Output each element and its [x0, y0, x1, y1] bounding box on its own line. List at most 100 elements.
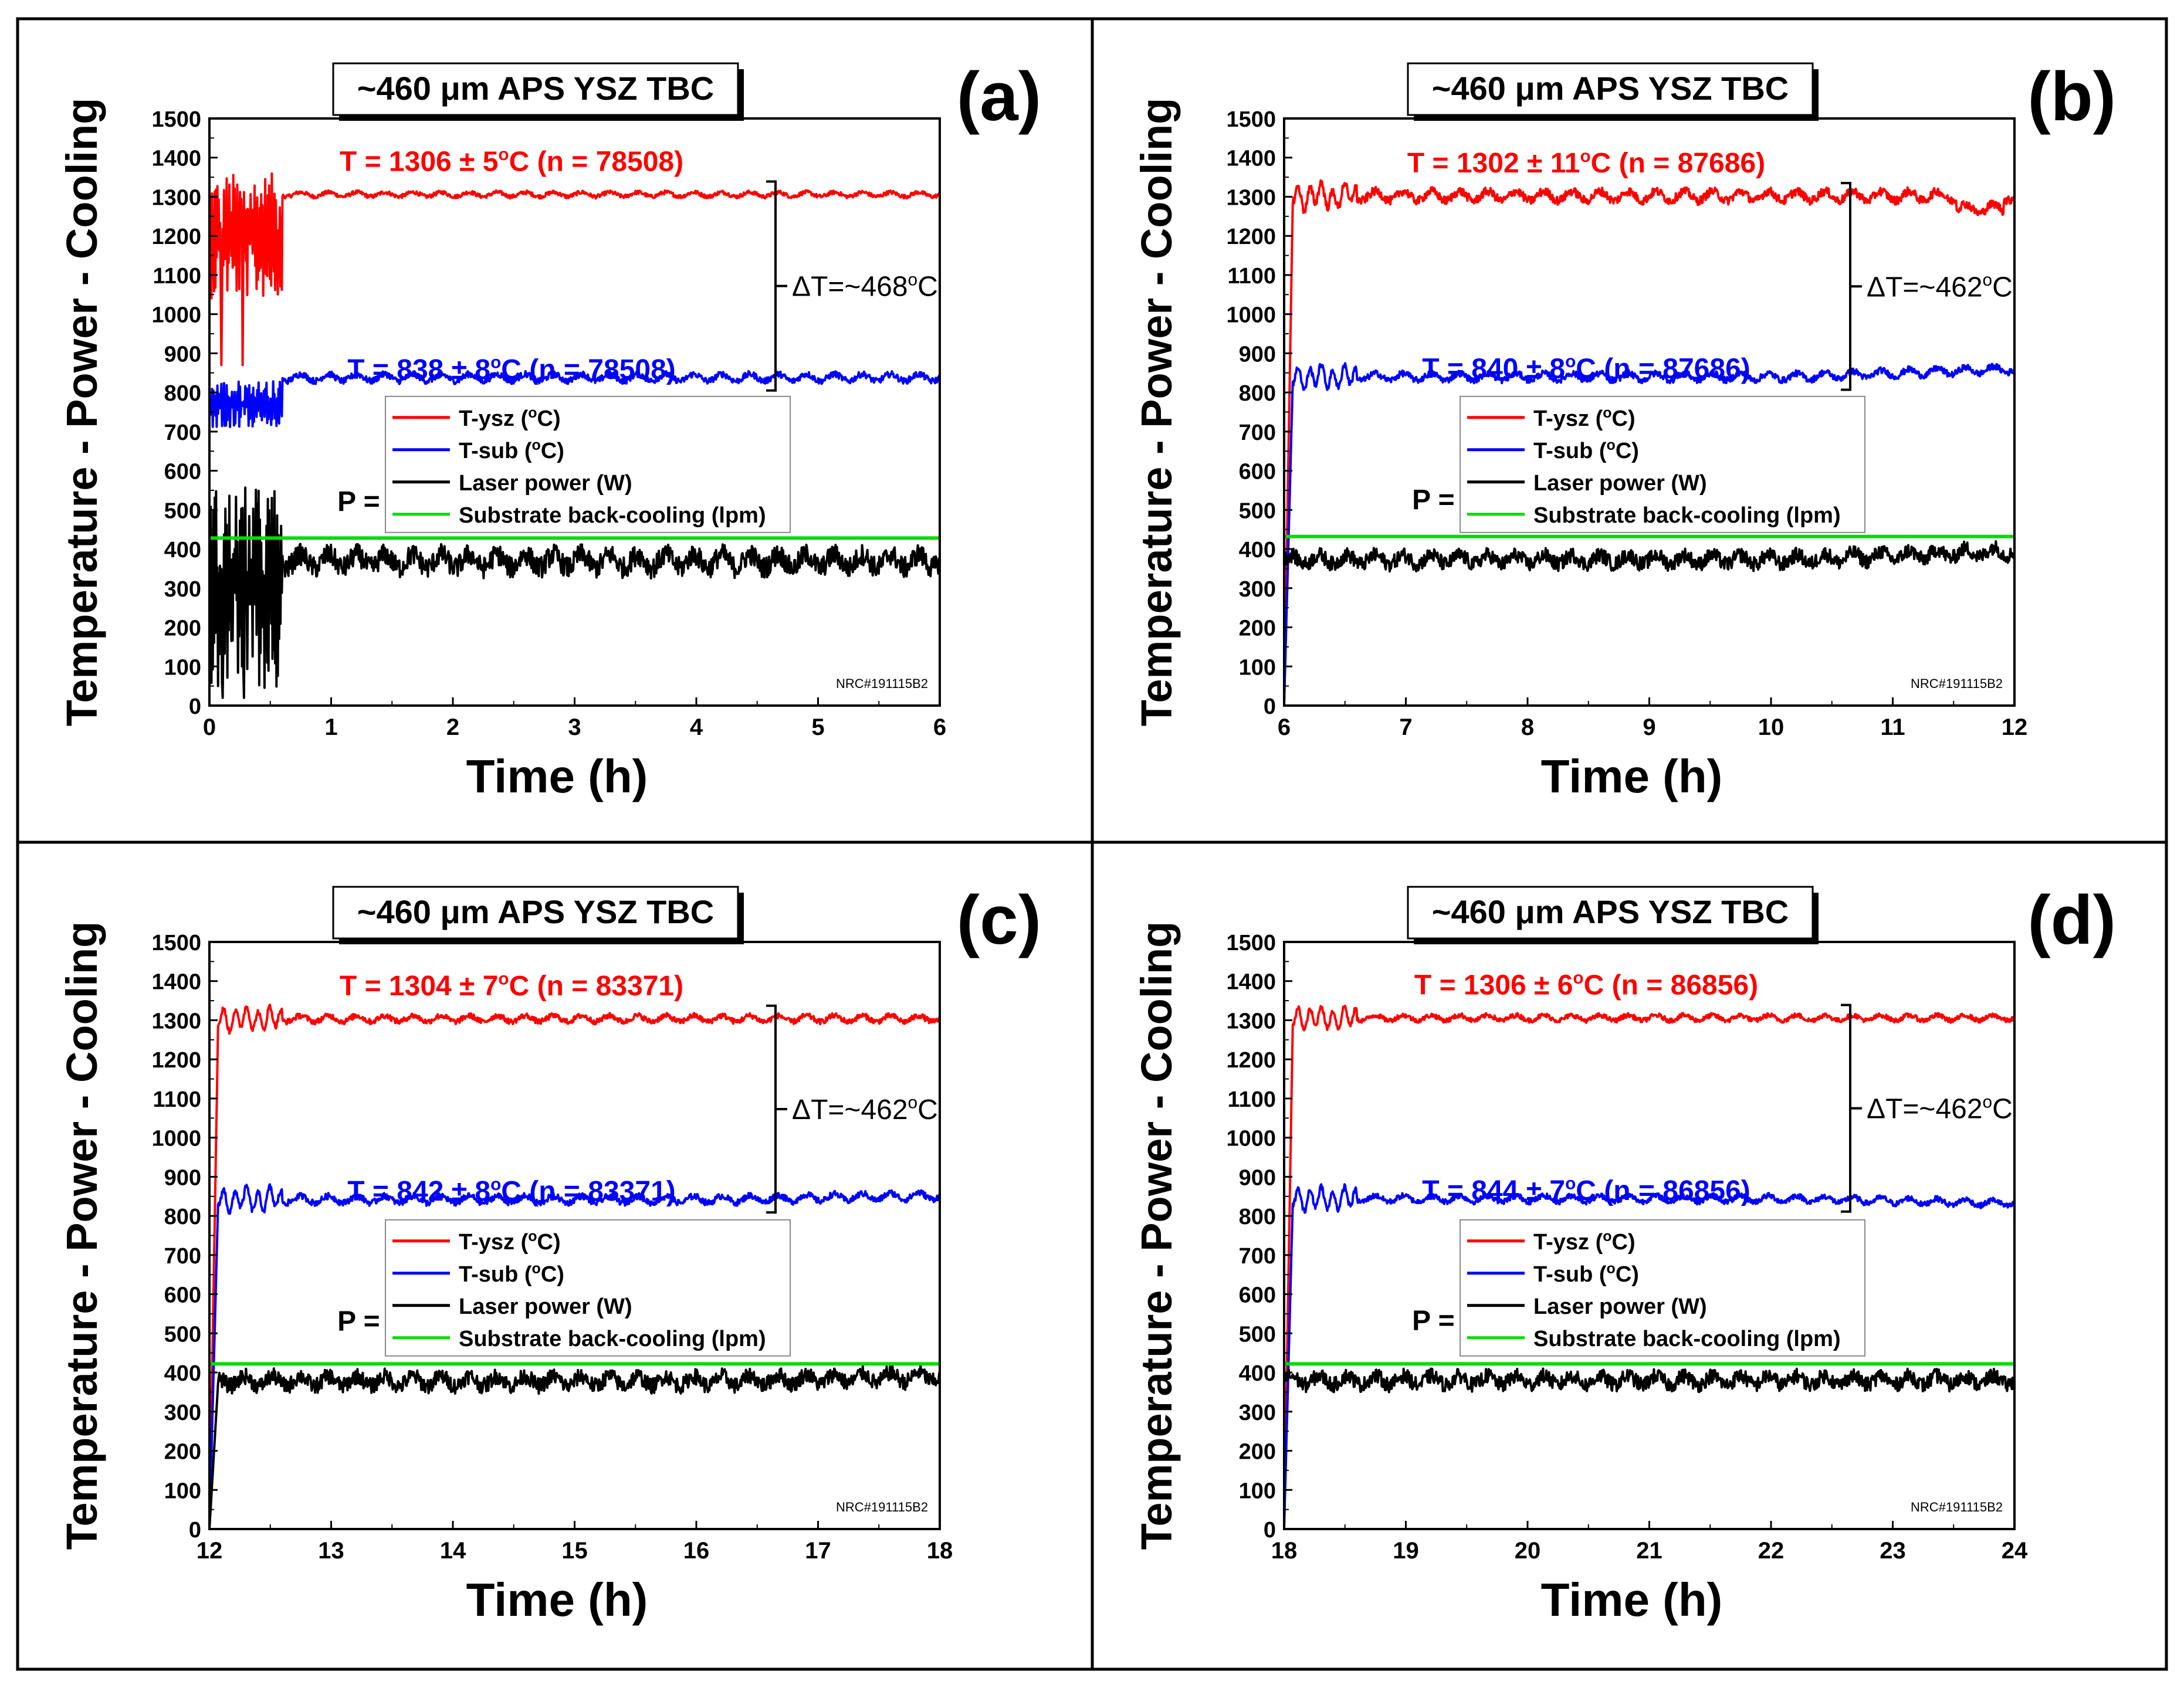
- annotation-delta-t: ΔT=~462oC: [1867, 270, 2013, 303]
- series-line-t-ysz: [1283, 179, 2016, 706]
- y-tick-label: 300: [164, 1401, 201, 1425]
- y-tick-label: 0: [1264, 1518, 1276, 1543]
- chart-title: ~460 μm APS YSZ TBC: [357, 893, 714, 930]
- y-tick-label: 900: [1239, 1165, 1276, 1190]
- y-tick-label: 1300: [151, 1009, 201, 1033]
- x-tick-label: 17: [805, 1538, 831, 1564]
- y-tick-label: 500: [164, 1322, 201, 1347]
- y-tick-label: 100: [1239, 655, 1276, 680]
- y-tick-label: 900: [164, 342, 201, 367]
- x-tick-label: 0: [203, 714, 216, 740]
- y-tick-label: 1100: [153, 1087, 201, 1112]
- y-tick-label: 500: [1239, 499, 1276, 523]
- legend-label: Laser power (W): [1533, 471, 1707, 496]
- series-line-t-sub: [1283, 1183, 2015, 1530]
- annotation-delta-t: ΔT=~462oC: [792, 1093, 938, 1126]
- x-tick-label: 24: [2002, 1538, 2028, 1564]
- x-tick-label: 7: [1399, 714, 1412, 740]
- series-line-laser-power: [1283, 540, 2016, 573]
- y-axis-label: Temperature - Power - Cooling: [1132, 98, 1181, 727]
- y-tick-label: 1000: [1226, 1127, 1276, 1151]
- y-tick-label: 200: [164, 616, 201, 641]
- watermark-label: NRC#191115B2: [1911, 1500, 2003, 1514]
- y-tick-label: 1200: [151, 1048, 201, 1073]
- panel-label: (c): [957, 882, 1041, 959]
- y-tick-label: 1100: [1228, 264, 1276, 289]
- annotation-t-ysz: T = 1306 ± 5oC (n = 78508): [340, 145, 683, 177]
- y-axis-label: Temperature - Power - Cooling: [1132, 921, 1181, 1550]
- x-tick-label: 9: [1643, 714, 1655, 740]
- x-tick-label: 2: [446, 714, 459, 740]
- y-tick-label: 1000: [151, 303, 201, 328]
- chart-panel-a: 0 100 200 300 400 500 600 700 800 900 1000 1100 1200…: [57, 58, 1041, 802]
- series-line-t-ysz: [208, 1004, 941, 1530]
- x-tick-label: 21: [1636, 1538, 1662, 1564]
- y-tick-label: 400: [164, 538, 201, 562]
- delta-t-bracket: [1841, 182, 1862, 391]
- legend: T-ysz (oC) T-sub (oC) Laser power (W) Subst…: [385, 1219, 791, 1357]
- x-tick-label: 18: [927, 1538, 953, 1564]
- y-tick-label: 700: [164, 1244, 201, 1269]
- series-line-laser-power: [208, 486, 941, 699]
- x-tick-label: 23: [1880, 1538, 1906, 1564]
- panel-label: (d): [2027, 882, 2116, 959]
- y-tick-label: 1100: [153, 264, 201, 289]
- y-tick-label: 1000: [1226, 303, 1276, 328]
- y-tick-label: 0: [1264, 694, 1276, 719]
- y-tick-label: 800: [164, 381, 201, 406]
- y-tick-label: 1100: [1228, 1087, 1276, 1112]
- legend-label: Substrate back-cooling (lpm): [459, 1327, 766, 1351]
- x-axis-label: Time (h): [1541, 1574, 1723, 1626]
- chart-panel-d: 0 100 200 300 400 500 600 700 800 900 1000 1100 1200…: [1132, 882, 2116, 1626]
- series-line-laser-power: [1283, 1367, 2015, 1394]
- y-tick-label: 700: [1239, 421, 1276, 445]
- series-line-t-sub: [1283, 362, 2016, 706]
- legend-label: T-sub (oC): [459, 1260, 564, 1287]
- y-tick-label: 900: [164, 1165, 201, 1190]
- legend-label: Laser power (W): [459, 471, 632, 496]
- x-axis-label: Time (h): [466, 750, 648, 802]
- y-axis-label: Temperature - Power - Cooling: [57, 921, 106, 1550]
- y-tick-label: 0: [189, 694, 201, 719]
- chart-title: ~460 μm APS YSZ TBC: [1432, 70, 1789, 107]
- y-tick-label: 1300: [1226, 1009, 1276, 1033]
- annotation-t-sub: T = 844 ± 7oC (n = 86856): [1422, 1174, 1750, 1206]
- y-tick-label: 300: [164, 577, 201, 602]
- delta-t-bracket: [766, 180, 787, 392]
- y-tick-label: 700: [1239, 1244, 1276, 1269]
- x-tick-label: 6: [1278, 714, 1291, 740]
- delta-t-bracket: [1841, 1004, 1862, 1213]
- y-tick-label: 1500: [1226, 931, 1276, 955]
- y-tick-label: 1400: [151, 147, 201, 171]
- y-tick-label: 1400: [151, 970, 201, 995]
- title-box: [332, 62, 739, 116]
- legend-box: [1460, 395, 1865, 533]
- x-tick-label: 8: [1521, 714, 1534, 740]
- x-tick-label: 18: [1271, 1538, 1298, 1564]
- series-line-laser-power: [208, 1364, 941, 1530]
- annotation-t-ysz: T = 1302 ± 11oC (n = 87686): [1407, 147, 1765, 179]
- y-tick-label: 400: [1239, 538, 1276, 562]
- legend-box: [385, 395, 791, 533]
- y-tick-label: 500: [1239, 1322, 1276, 1347]
- x-tick-label: 15: [561, 1538, 588, 1564]
- annotation-t-ysz: T = 1306 ± 6oC (n = 86856): [1414, 968, 1758, 1001]
- x-tick-label: 12: [2002, 714, 2028, 740]
- legend-box: [1460, 1219, 1865, 1357]
- legend-label: T-ysz (oC): [1533, 1228, 1636, 1255]
- series-line-t-sub: [208, 370, 941, 428]
- y-tick-label: 300: [1239, 1401, 1276, 1425]
- legend-label: T-sub (oC): [1533, 1260, 1639, 1287]
- x-tick-label: 22: [1758, 1538, 1785, 1564]
- watermark-label: NRC#191115B2: [836, 1500, 928, 1514]
- legend-label: Laser power (W): [1533, 1294, 1707, 1319]
- title-box: [1407, 62, 1814, 116]
- legend-label: T-ysz (oC): [1533, 405, 1636, 431]
- legend-label: Laser power (W): [459, 1294, 632, 1319]
- legend-label: T-sub (oC): [1533, 437, 1639, 463]
- x-tick-label: 11: [1880, 714, 1905, 740]
- legend: T-ysz (oC) T-sub (oC) Laser power (W) Subst…: [385, 395, 791, 533]
- y-tick-label: 300: [1239, 577, 1276, 602]
- legend-label: Substrate back-cooling (lpm): [1533, 1327, 1841, 1351]
